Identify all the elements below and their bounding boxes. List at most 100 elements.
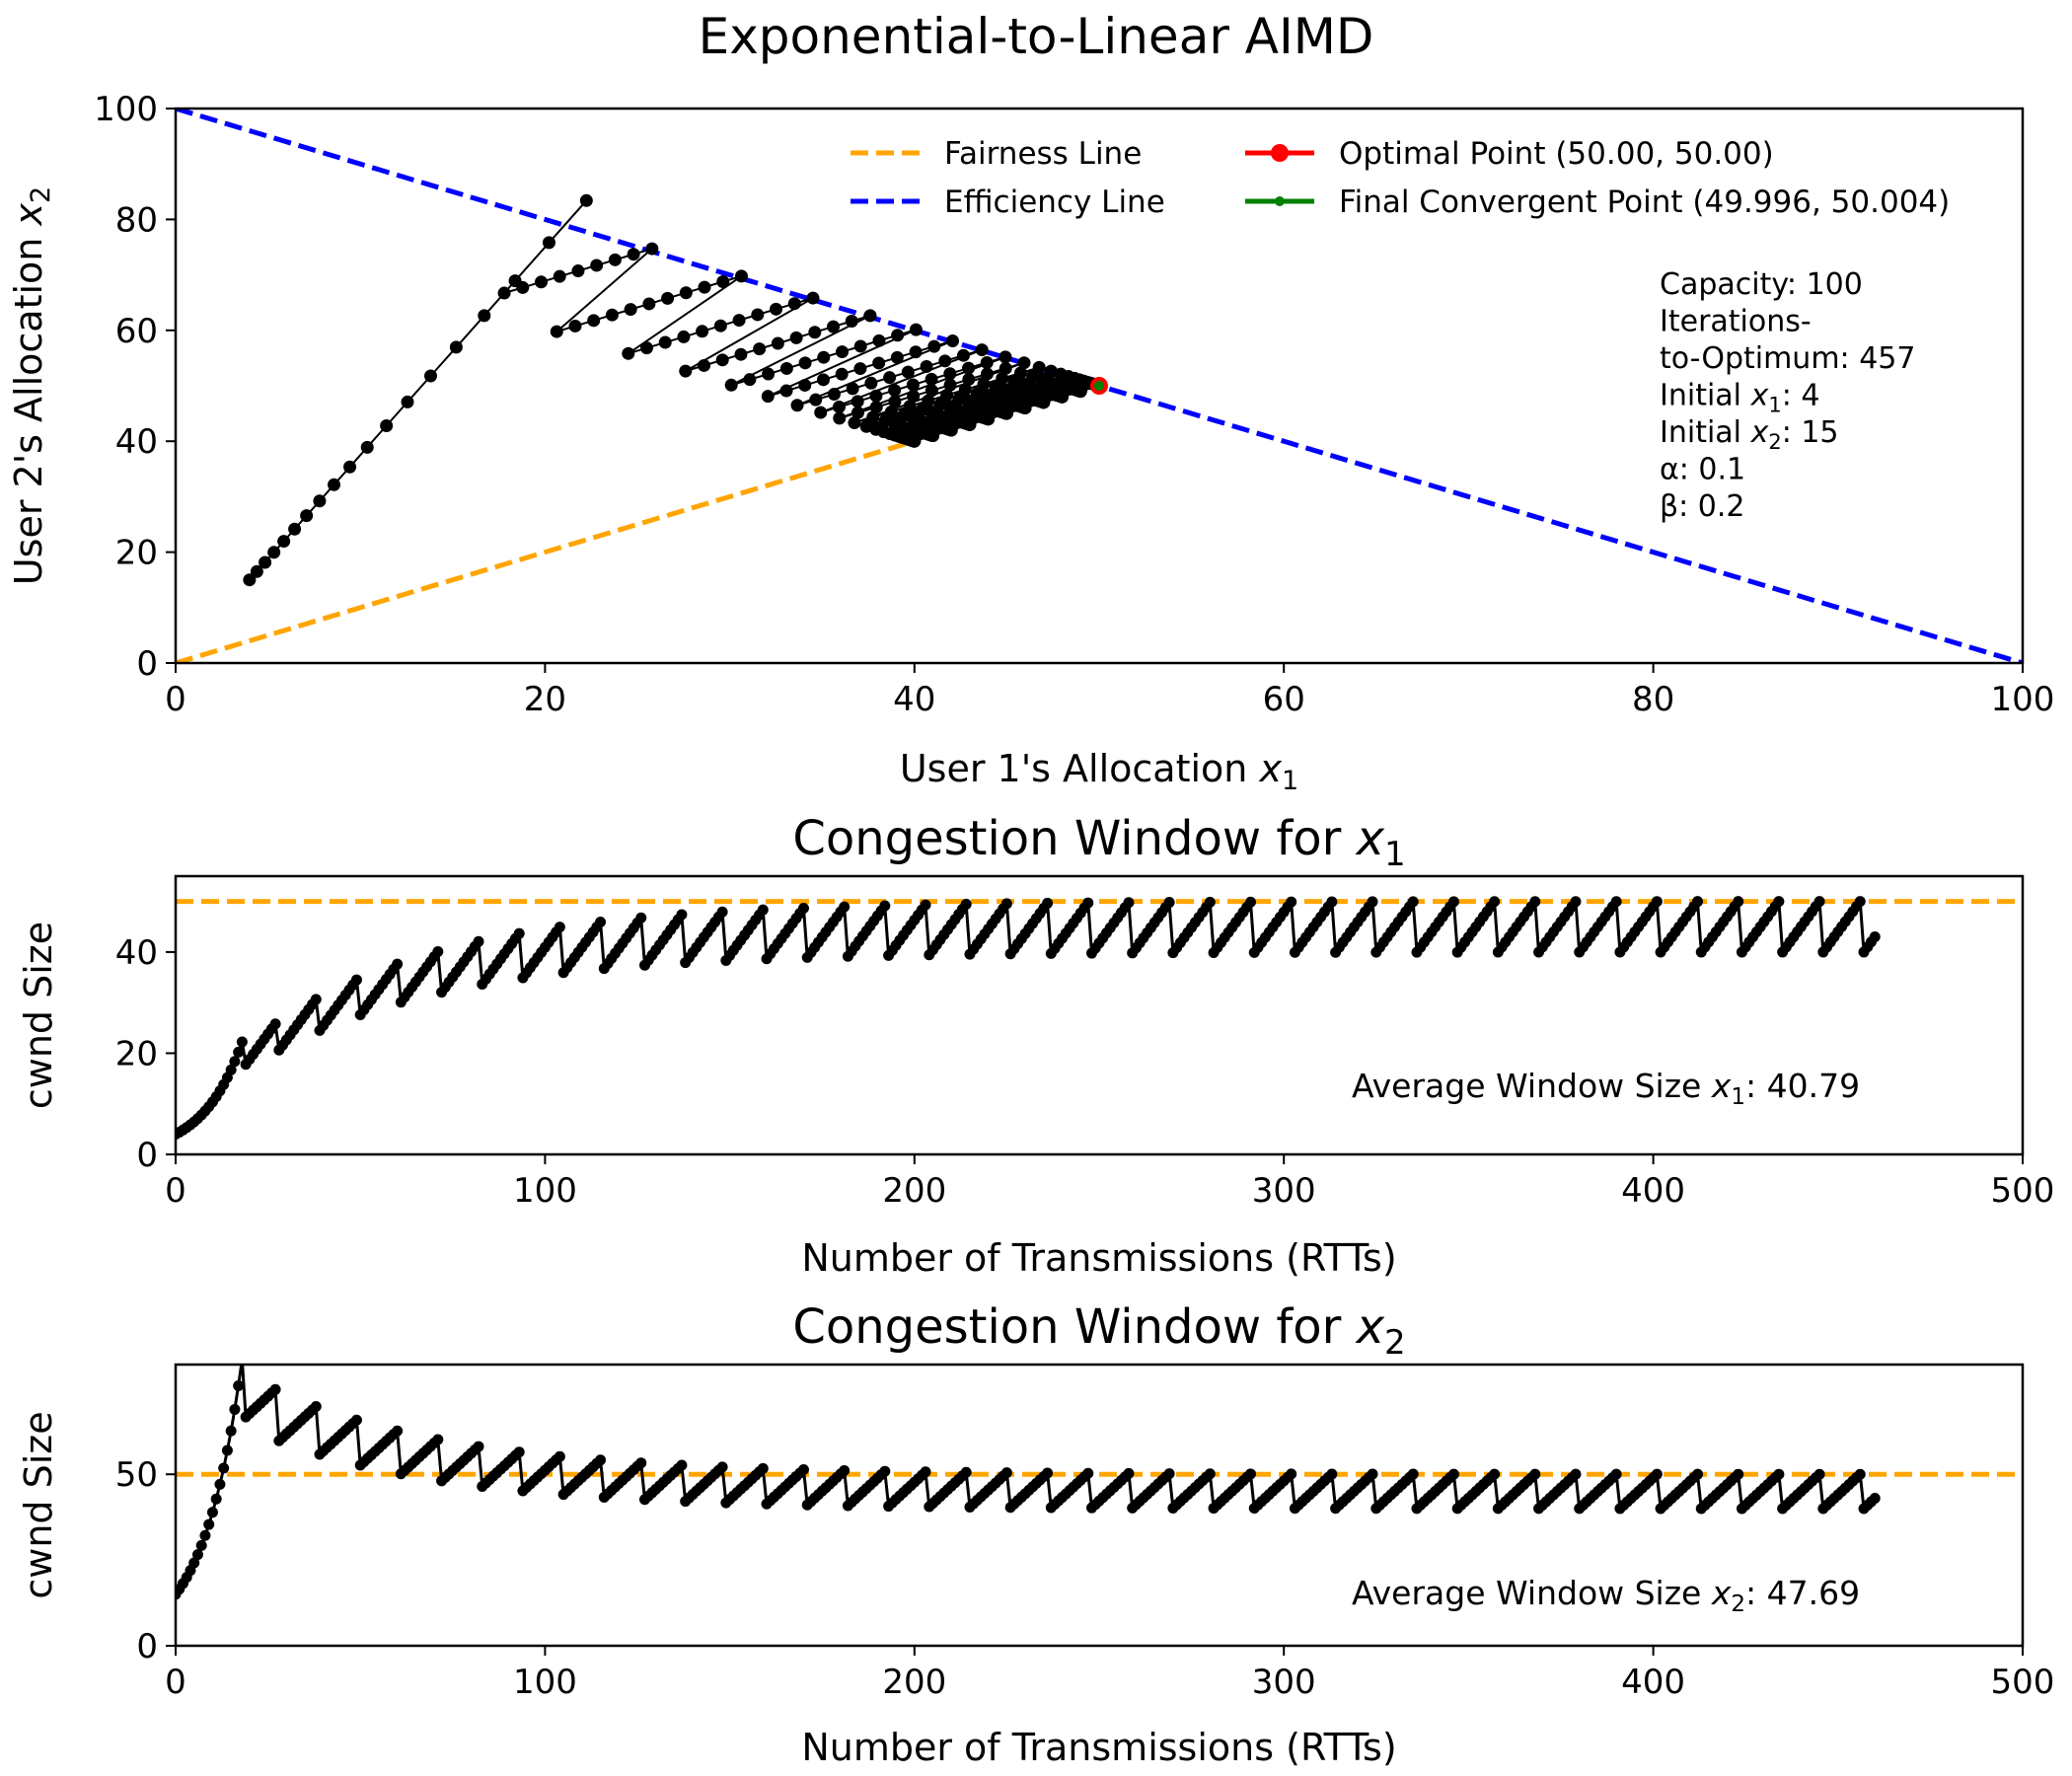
cwnd-point xyxy=(839,901,851,913)
trajectory-point xyxy=(817,350,831,364)
panel-title: Congestion Window for x2 xyxy=(792,1299,1405,1363)
trajectory-point xyxy=(449,340,463,354)
cwnd-point xyxy=(1529,1468,1541,1480)
trajectory-point xyxy=(863,309,877,323)
trajectory-point xyxy=(944,423,958,437)
trajectory-point xyxy=(977,377,991,391)
cwnd-point xyxy=(1326,1468,1338,1480)
trajectory-point xyxy=(734,269,748,283)
y-tick-label: 20 xyxy=(115,1034,158,1073)
trajectory-point xyxy=(883,371,897,385)
trajectory-point xyxy=(779,384,793,398)
trajectory-point xyxy=(424,369,438,383)
cwnd-point xyxy=(392,1425,404,1437)
trajectory-point xyxy=(946,333,960,347)
y-tick-label: 0 xyxy=(136,644,158,684)
trajectory-point xyxy=(884,405,898,418)
trajectory-point xyxy=(696,325,709,338)
cwnd-point xyxy=(210,1493,222,1505)
trajectory-point xyxy=(645,242,659,256)
trajectory-point xyxy=(963,417,977,431)
trajectory-point xyxy=(535,275,549,289)
trajectory-point xyxy=(360,440,374,454)
trajectory-point xyxy=(975,343,989,357)
trajectory-point xyxy=(789,331,803,344)
average-annotation: Average Window Size x2: 47.69 xyxy=(1352,1574,1860,1617)
x-tick-label: 80 xyxy=(1632,680,1674,719)
trajectory-point xyxy=(869,401,883,414)
legend-label: Efficiency Line xyxy=(944,185,1165,220)
trajectory-point xyxy=(943,378,957,392)
cwnd-point xyxy=(1610,896,1622,908)
trajectory-point xyxy=(925,384,938,398)
cwnd-point xyxy=(1123,1467,1135,1479)
cwnd-point xyxy=(1082,1467,1094,1479)
plot-area xyxy=(176,896,2023,1140)
cwnd-point xyxy=(225,1064,237,1075)
cwnd-point xyxy=(1042,897,1054,909)
trajectory-point xyxy=(1032,360,1046,374)
cwnd-point xyxy=(1813,896,1825,908)
cwnd-point xyxy=(1869,1493,1881,1505)
info-line: α: 0.1 xyxy=(1660,453,1745,487)
x-tick-label: 0 xyxy=(165,1663,186,1702)
cwnd-point xyxy=(757,904,769,916)
trajectory-point xyxy=(790,399,804,412)
x-tick-label: 500 xyxy=(1991,1171,2055,1211)
cwnd-point xyxy=(229,1403,241,1415)
y-tick-label: 0 xyxy=(136,1136,158,1175)
average-annotation: Average Window Size x1: 40.79 xyxy=(1352,1067,1860,1110)
cwnd-point xyxy=(1447,1468,1459,1480)
trajectory-point xyxy=(568,319,582,333)
cwnd-point xyxy=(513,1446,525,1458)
cwnd-point xyxy=(1813,1468,1825,1480)
cwnd-point xyxy=(1367,1468,1378,1480)
cwnd-point xyxy=(350,1414,362,1426)
trajectory-point xyxy=(624,303,637,317)
trajectory-point xyxy=(848,416,861,430)
trajectory-point xyxy=(903,400,917,413)
trajectory-point xyxy=(679,364,693,378)
trajectory-point xyxy=(313,494,327,508)
cwnd-point xyxy=(191,1549,203,1561)
trajectory-point xyxy=(872,333,886,347)
trajectory-point xyxy=(787,297,801,311)
plot-area xyxy=(176,109,2023,663)
final-point xyxy=(1093,380,1104,391)
cwnd-point xyxy=(1489,1468,1501,1480)
trajectory-point xyxy=(827,388,841,402)
legend-label: Optimal Point (50.00, 50.00) xyxy=(1339,136,1774,172)
trajectory-point xyxy=(864,376,878,390)
y-tick-label: 50 xyxy=(115,1455,158,1495)
cwnd-point xyxy=(188,1557,200,1569)
trajectory-point xyxy=(762,367,776,381)
trajectory-point xyxy=(497,286,511,300)
x-tick-label: 100 xyxy=(513,1171,577,1211)
cwnd-point xyxy=(432,945,444,957)
trajectory-point xyxy=(579,193,593,207)
cwnd-point xyxy=(236,1036,248,1048)
cwnd-point xyxy=(595,916,607,927)
trajectory-point xyxy=(999,350,1012,364)
trajectory-point xyxy=(401,395,414,408)
trajectory-point xyxy=(658,335,672,349)
cwnd-point xyxy=(797,902,809,914)
cwnd-point xyxy=(199,1529,211,1541)
cwnd-point xyxy=(229,1056,241,1068)
info-line: Iterations- xyxy=(1660,305,1812,339)
cwnd-point xyxy=(1000,898,1012,910)
cwnd-point xyxy=(225,1425,237,1437)
cwnd-point xyxy=(233,1379,245,1391)
trajectory-point xyxy=(243,573,257,587)
trajectory-point xyxy=(267,546,281,559)
cwnd-point xyxy=(879,900,891,912)
x-tick-label: 500 xyxy=(1991,1663,2055,1702)
trajectory-point xyxy=(798,378,812,392)
legend: Fairness Line Efficiency Line Optimal Poin… xyxy=(851,136,1950,220)
y-axis-label: User 2's Allocation x2 xyxy=(7,186,56,585)
cwnd-point xyxy=(635,912,647,924)
trajectory-point xyxy=(808,326,822,339)
trajectory-point xyxy=(814,406,828,419)
trajectory-point xyxy=(639,341,653,355)
